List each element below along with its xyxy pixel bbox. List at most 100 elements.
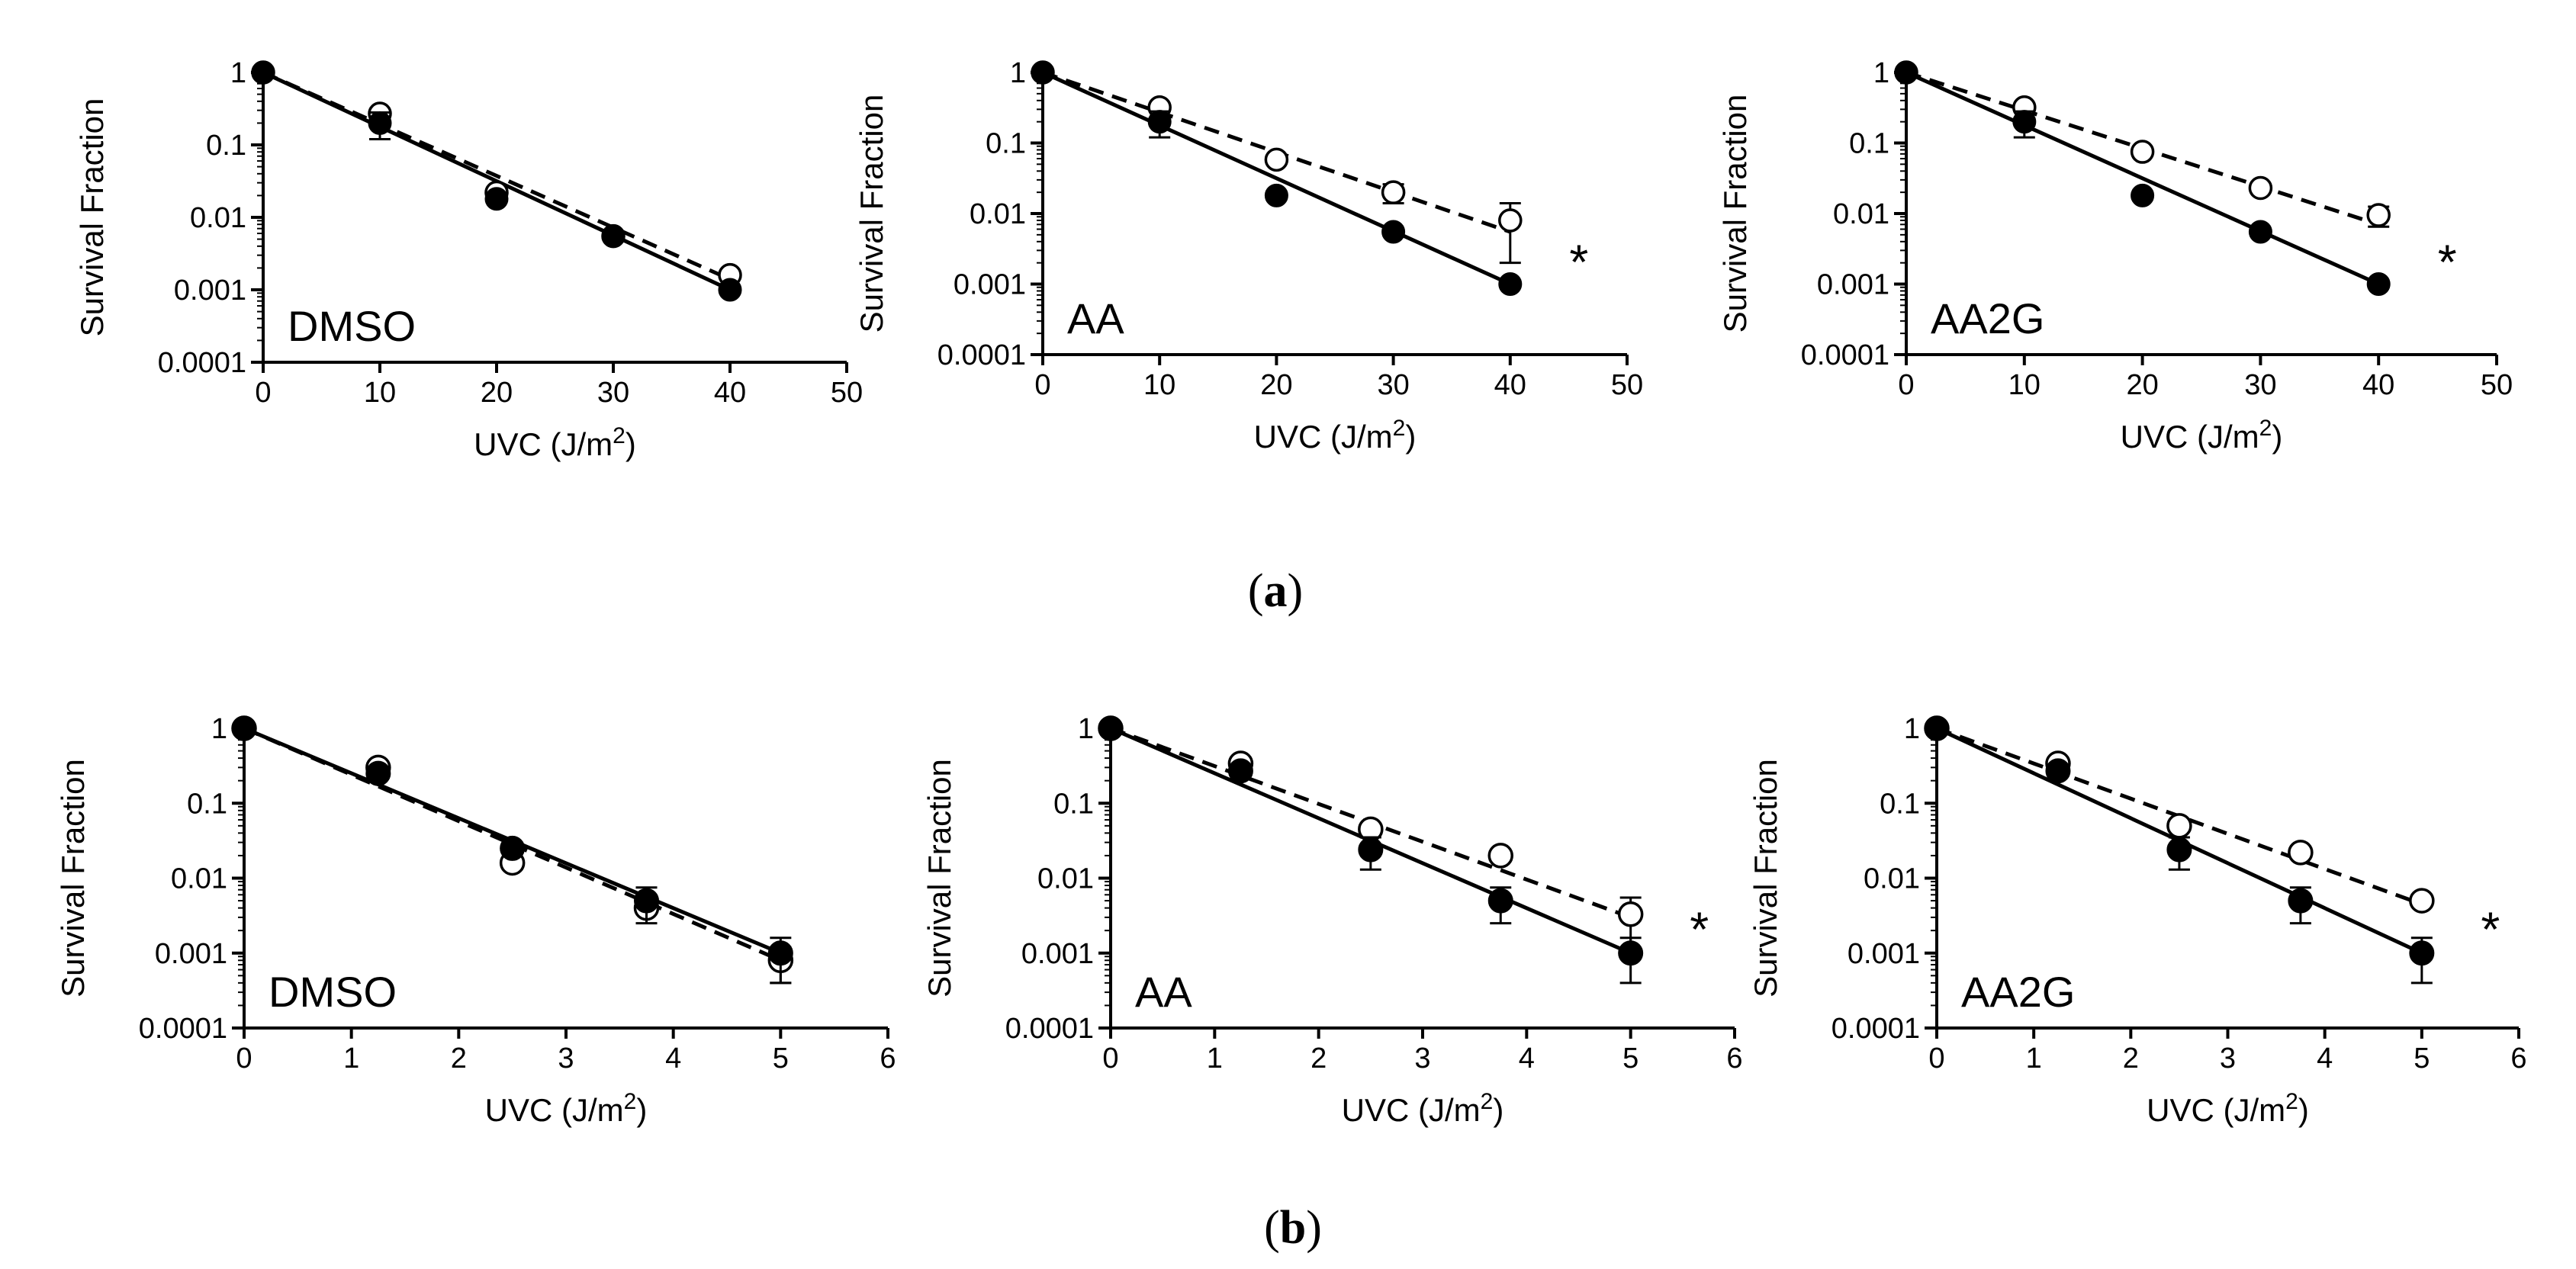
data-point-filled — [2288, 888, 2314, 914]
x-tick-label: 2 — [2123, 1043, 2139, 1075]
panel-label: DMSO — [288, 302, 416, 350]
y-axis-title: Survival Fraction — [921, 759, 957, 998]
data-point-open — [1617, 901, 1644, 927]
data-point-filled — [601, 224, 626, 249]
x-tick-label: 1 — [343, 1043, 359, 1075]
data-point-filled — [1031, 60, 1055, 85]
data-point-filled — [365, 760, 391, 786]
y-tick-label: 0.001 — [1848, 938, 1920, 970]
data-point-filled — [1227, 758, 1253, 784]
y-tick-label: 0.1 — [187, 788, 227, 820]
y-tick-label: 0.0001 — [937, 339, 1026, 371]
data-point-filled — [1381, 220, 1406, 244]
x-tick-label: 20 — [2126, 369, 2158, 401]
x-tick-label: 10 — [364, 377, 396, 409]
x-tick-label: 2 — [451, 1043, 467, 1075]
y-tick-label: 0.0001 — [1005, 1013, 1094, 1045]
x-tick-label: 6 — [1726, 1043, 1742, 1075]
data-point-open — [2288, 840, 2314, 866]
x-tick-label: 3 — [558, 1043, 574, 1075]
y-tick-label: 1 — [211, 713, 227, 745]
data-point-open — [2409, 888, 2435, 914]
y-tick-label: 1 — [1904, 713, 1920, 745]
data-point-open — [2366, 203, 2391, 227]
data-point-filled — [1924, 715, 1950, 741]
x-tick-label: 0 — [1102, 1043, 1118, 1075]
significance-star: * — [2481, 902, 2500, 957]
y-tick-label: 1 — [230, 57, 246, 89]
x-tick-label: 30 — [1377, 369, 1409, 401]
data-point-filled — [2166, 837, 2192, 863]
x-axis-title: UVC (J/m2) — [1342, 1089, 1504, 1128]
data-point-open — [1264, 147, 1289, 172]
x-tick-label: 30 — [597, 377, 629, 409]
x-tick-label: 40 — [1494, 369, 1526, 401]
data-point-filled — [368, 111, 392, 135]
y-tick-label: 0.01 — [1833, 198, 1889, 230]
chart-a3: 0 10 20 30 40 50 1 0.1 0.01 0.001 0.0001 UVC (J/m2)… — [1717, 57, 2513, 455]
y-tick-label: 0.001 — [155, 938, 227, 970]
x-axis-title: UVC (J/m2) — [2147, 1089, 2309, 1128]
x-tick-label: 40 — [2362, 369, 2394, 401]
x-tick-label: 0 — [236, 1043, 252, 1075]
x-tick-label: 0 — [255, 377, 271, 409]
x-tick-label: 0 — [1034, 369, 1050, 401]
chart-b1: 0 1 2 3 4 5 6 1 0.1 0.01 0.001 0.0001 UVC (J/m2) Surv… — [55, 713, 896, 1128]
x-tick-label: 5 — [2414, 1043, 2430, 1075]
x-axis-title: UVC (J/m2) — [474, 423, 636, 462]
data-point-filled — [1618, 940, 1644, 966]
y-tick-label: 0.01 — [171, 863, 227, 895]
x-tick-label: 50 — [831, 377, 863, 409]
data-point-filled — [2131, 183, 2155, 207]
x-tick-label: 0 — [1928, 1043, 1944, 1075]
x-axis-title: UVC (J/m2) — [1254, 416, 1417, 455]
significance-star: * — [1690, 902, 1709, 957]
y-axis-title: Survival Fraction — [1717, 95, 1753, 333]
x-tick-label: 5 — [1622, 1043, 1639, 1075]
y-tick-label: 0.0001 — [1832, 1013, 1920, 1045]
x-tick-label: 50 — [2481, 369, 2513, 401]
chart-a2: 0 10 20 30 40 50 1 0.1 0.01 0.001 0.0001 UVC (J/m2)… — [854, 57, 1643, 455]
y-tick-label: 1 — [1078, 713, 1094, 745]
data-point-filled — [251, 60, 275, 85]
y-tick-label: 0.001 — [174, 275, 246, 307]
y-axis-title: Survival Fraction — [55, 759, 91, 998]
data-point-filled — [1358, 837, 1384, 863]
x-tick-label: 20 — [1260, 369, 1292, 401]
panel-label: DMSO — [269, 968, 397, 1016]
fit-line-filled — [1041, 70, 1511, 286]
fit-line-open — [262, 70, 732, 281]
x-tick-label: 10 — [1143, 369, 1175, 401]
y-tick-label: 0.1 — [1849, 128, 1889, 160]
x-tick-label: 4 — [665, 1043, 681, 1075]
chart-b3: 0 1 2 3 4 5 6 1 0.1 0.01 0.001 0.0001 UVC (J/m2) Surv… — [1748, 713, 2527, 1128]
caption-b: (b) — [1264, 1202, 1322, 1254]
data-point-filled — [2366, 272, 2391, 296]
y-tick-label: 0.1 — [986, 128, 1026, 160]
data-point-filled — [484, 187, 509, 211]
data-point-filled — [1498, 272, 1523, 296]
data-point-open — [1487, 843, 1513, 869]
caption-a: (a) — [1248, 565, 1303, 617]
data-point-open — [1381, 180, 1406, 204]
data-point-open — [2248, 175, 2273, 201]
data-point-filled — [1264, 183, 1288, 207]
data-point-filled — [634, 888, 659, 914]
y-axis-title: Survival Fraction — [1748, 759, 1783, 998]
data-point-filled — [2045, 758, 2071, 784]
x-tick-label: 3 — [2220, 1043, 2236, 1075]
y-tick-label: 1 — [1873, 57, 1889, 89]
panel-label: AA — [1067, 294, 1124, 342]
x-tick-label: 4 — [1519, 1043, 1535, 1075]
fit-line-filled — [1905, 70, 2380, 286]
data-point-filled — [2012, 110, 2037, 134]
y-tick-label: 0.0001 — [139, 1013, 227, 1045]
y-tick-label: 0.0001 — [1801, 339, 1889, 371]
x-axis-title: UVC (J/m2) — [485, 1089, 648, 1128]
data-point-filled — [2248, 220, 2272, 244]
x-tick-label: 1 — [2026, 1043, 2042, 1075]
data-point-filled — [1487, 888, 1513, 914]
x-tick-label: 20 — [481, 377, 513, 409]
panel-label: AA — [1135, 968, 1192, 1016]
